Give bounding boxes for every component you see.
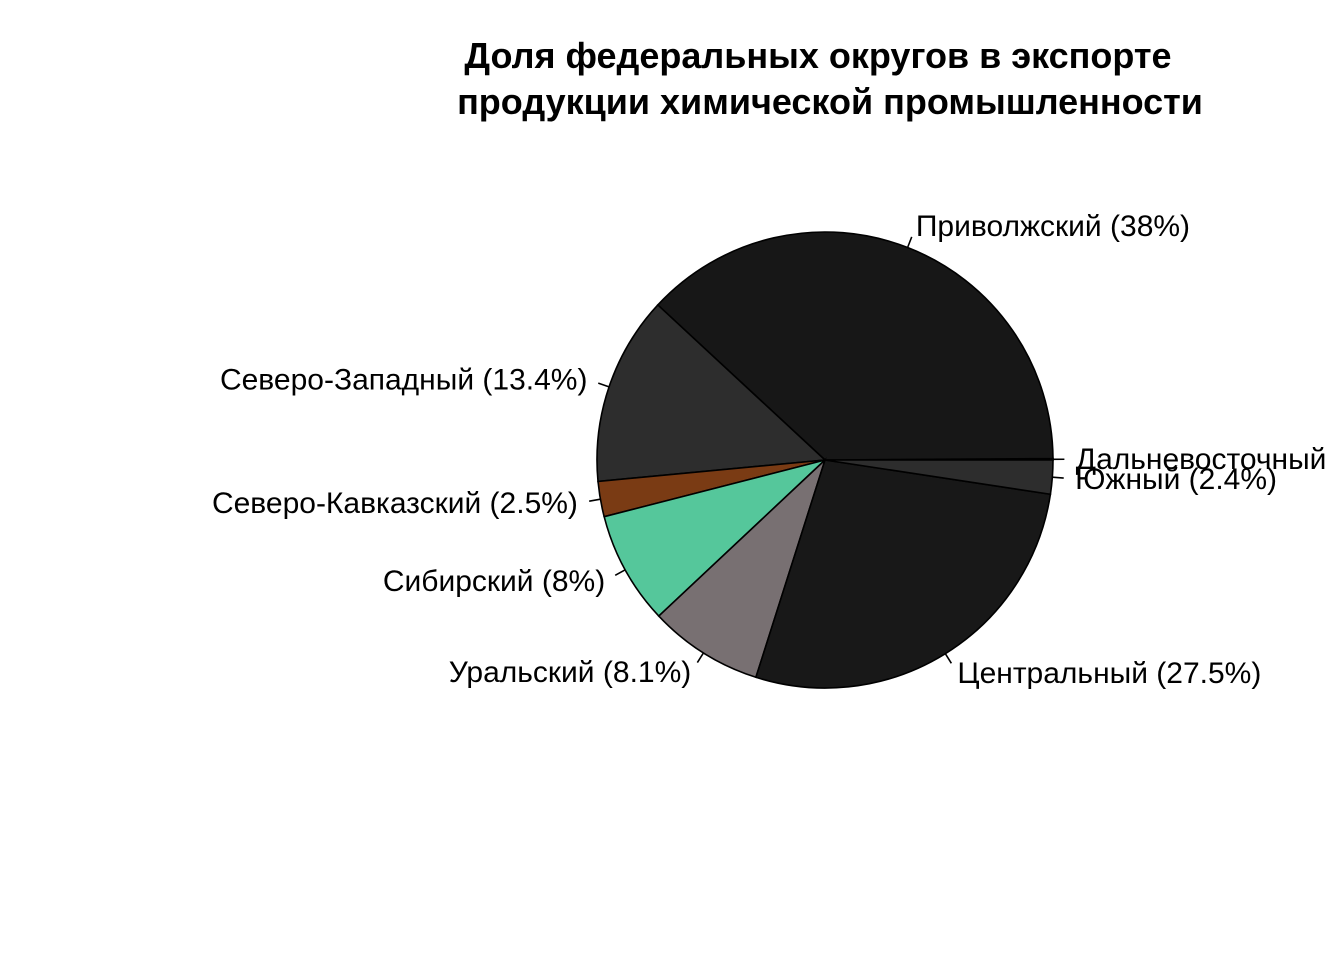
slice-label-южный: Южный (2.4%) (1075, 463, 1277, 496)
chart-title-line-1: Доля федеральных округов в экспорте (464, 35, 1171, 76)
chart-title-line-2: продукции химической промышленности (457, 81, 1203, 122)
pie-slice-северо-западный (596, 303, 827, 483)
pie-slice-южный (824, 459, 1054, 496)
pie-slices (596, 231, 1054, 689)
leader-line-южный (1052, 476, 1064, 479)
pie-slice-центральный (754, 459, 1052, 689)
slice-labels: Дальневосточный Приволжский (38%) Северо-З… (212, 210, 1326, 690)
leader-line-центральный (944, 653, 953, 664)
leader-line-северо-кавказский (589, 498, 601, 502)
slice-label-уральский: Уральский (8.1%) (449, 656, 692, 689)
leader-line-уральский (696, 652, 705, 663)
slice-label-центральный: Центральный (27.5%) (957, 657, 1261, 690)
leader-line-приволжский (906, 236, 913, 248)
slice-label-сибирский: Сибирский (8%) (383, 565, 605, 598)
leader-line-северо-западный (598, 382, 610, 388)
leader-line-сибирский (614, 569, 626, 577)
leader-lines (589, 236, 1065, 664)
pie-slice-уральский (657, 457, 827, 679)
slice-label-приволжский: Приволжский (38%) (916, 210, 1190, 243)
slice-label-дальневосточный: Дальневосточный (1076, 443, 1327, 476)
slice-label-северо-западный: Северо-Западный (13.4%) (220, 364, 588, 397)
chart-title: Доля федеральных округов в экспорте прод… (457, 35, 1203, 122)
slice-label-северо-кавказский: Северо-Кавказский (2.5%) (212, 487, 578, 520)
